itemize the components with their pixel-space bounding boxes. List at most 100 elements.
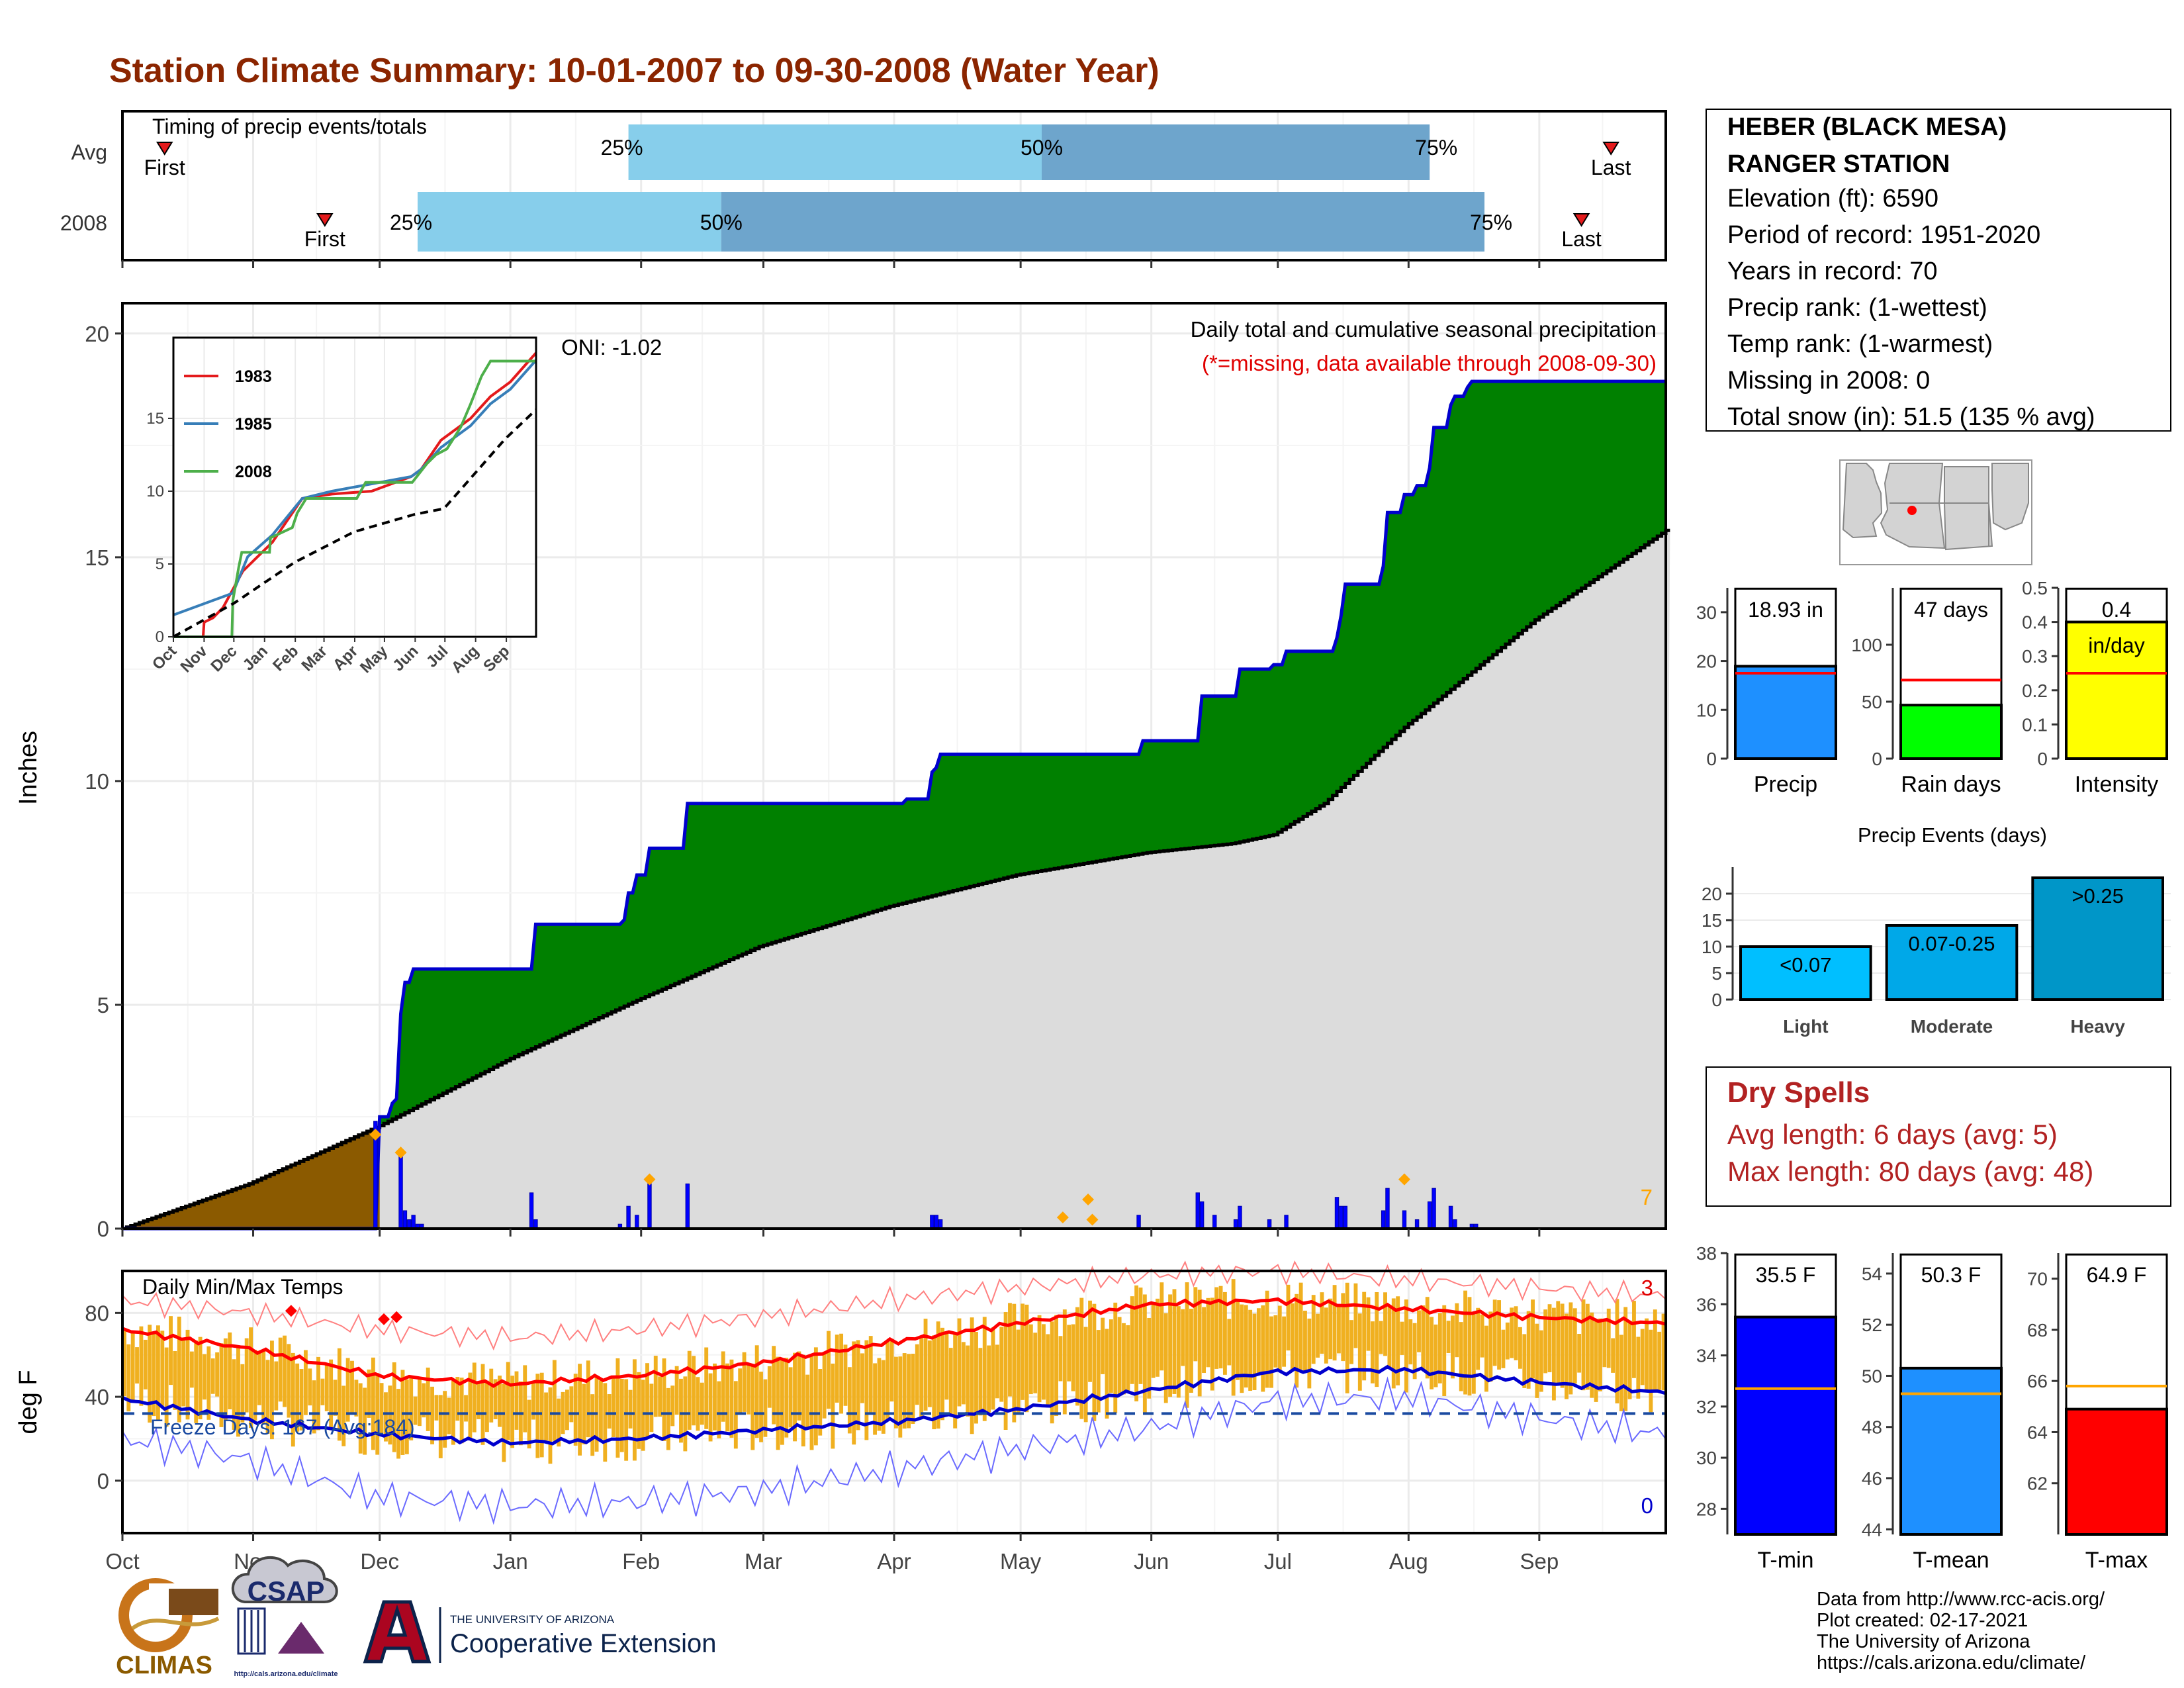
small-chart-value-label: in/day [2088,633,2144,657]
daily-temp-bar [531,1382,535,1420]
daily-precip-bar [1385,1188,1390,1229]
daily-temp-bar [1151,1301,1156,1378]
station-name-line2: RANGER STATION [1727,150,1950,178]
daily-temp-bar [1497,1300,1501,1370]
dry-spells-avg: Avg length: 6 days (avg: 5) [1727,1119,2058,1150]
daily-precip-bar [1195,1192,1200,1229]
daily-temp-bar [1269,1316,1273,1388]
daily-temp-bar [645,1363,649,1439]
daily-temp-bar [130,1331,135,1400]
events-y-tick-label: 10 [1702,937,1722,957]
daily-temp-bar [995,1344,999,1399]
daily-temp-bar [1054,1315,1058,1417]
daily-temp-bar [464,1395,468,1422]
daily-temp-bar [1539,1330,1543,1392]
inset-x-tick-label: Dec [207,642,240,675]
daily-temp-bar [936,1321,940,1429]
daily-temp-bar [603,1383,608,1462]
daily-temp-bar [493,1379,498,1419]
daily-temp-bar [607,1394,612,1429]
small-chart-value-label: 18.93 in [1748,598,1823,622]
credit-url: https://cals.arizona.edu/climate/ [1817,1652,2086,1673]
daily-temp-bar [1101,1317,1105,1374]
small-chart-y-tick-label: 46 [1862,1468,1882,1489]
daily-temp-bar [1303,1311,1307,1372]
daily-temp-bar [1379,1321,1383,1354]
daily-temp-bar [396,1389,401,1459]
precip-event-bar-label: <0.07 [1780,953,1831,976]
daily-temp-bar [1311,1295,1316,1364]
daily-temp-bar [628,1389,633,1429]
daily-temp-bar [898,1356,903,1438]
daily-temp-bar [982,1317,987,1421]
month-tick-label: Sep [1520,1549,1559,1573]
daily-precip-bar [647,1183,652,1229]
dry-spells-box: Dry Spells Avg length: 6 days (avg: 5) M… [1706,1066,2171,1207]
daily-temp-bar [653,1356,658,1417]
daily-temp-bar [582,1383,586,1444]
timing-first-marker [156,142,173,156]
small-chart-y-tick-label: 50 [1862,692,1882,712]
daily-temp-bar [1037,1315,1042,1403]
daily-temp-bar [1075,1307,1079,1406]
daily-temp-bar [831,1363,835,1449]
daily-temp-bar [1404,1299,1408,1393]
daily-temp-bar [1572,1308,1577,1383]
daily-temp-bar [881,1360,886,1434]
daily-temp-bar [619,1378,624,1452]
daily-temp-bar [1016,1329,1021,1415]
daily-temp-bar [253,1350,257,1421]
timing-row-label-2008: 2008 [60,211,107,235]
precip-events-chart: Precip Events (days) <0.07 Light 0.07-0.25… [1702,823,2171,1037]
daily-temp-bar [1316,1313,1320,1358]
daily-temp-bar [1046,1334,1050,1408]
rain-days-chart: 0 50 100 47 days Rain days [1851,587,2003,797]
daily-temp-bar [1430,1317,1434,1389]
daily-temp-bar [303,1350,308,1415]
daily-temp-bar [754,1345,759,1438]
daily-temp-bar [223,1338,228,1421]
daily-temp-bar [1058,1336,1063,1382]
daily-temp-bar [1193,1287,1198,1362]
daily-temp-bar [498,1376,502,1427]
avg-min-line [122,1364,1666,1447]
daily-temp-bar [1598,1318,1602,1391]
station-temp-rank: Temp rank: (1-warmest) [1727,330,1993,358]
daily-temp-bar [418,1378,422,1427]
daily-temp-bar [856,1340,860,1430]
daily-temp-bar [999,1327,1004,1402]
daily-temp-bar [1227,1319,1232,1366]
daily-temp-bar [1606,1308,1611,1368]
temp-y-tick-label: 0 [97,1469,109,1493]
daily-temp-bar [295,1363,300,1432]
daily-temp-bar [1042,1324,1046,1400]
actual-cumulative-line [122,379,1666,1231]
inset-legend-label: 1983 [235,367,272,386]
daily-temp-bar [615,1358,620,1458]
small-chart-value-bar [2065,1407,2168,1536]
daily-precip-bar [1233,1219,1238,1229]
daily-temp-bar [1156,1298,1160,1377]
daily-temp-bar [1357,1313,1362,1391]
daily-temp-bar [244,1338,249,1413]
daily-temp-bar [557,1398,561,1447]
daily-temp-bar [852,1341,856,1445]
daily-temp-bar [978,1348,983,1416]
daily-temp-bar [1437,1313,1442,1383]
small-chart-value-label: 35.5 F [1756,1263,1816,1287]
daily-temp-bar [1526,1311,1531,1389]
daily-temp-bar [443,1391,447,1448]
daily-temp-bar [1649,1329,1653,1413]
daily-temp-bar [1113,1302,1118,1413]
daily-temp-bar [696,1377,700,1431]
daily-temp-bar [1206,1297,1210,1368]
station-period: Period of record: 1951-2020 [1727,221,2040,249]
daily-precip-bar [626,1205,631,1229]
daily-temp-bar [1657,1331,1662,1390]
daily-temp-bar [957,1318,962,1407]
small-chart-x-label: Intensity [2075,772,2159,797]
precip-events-title: Precip Events (days) [1858,823,2047,847]
timing-last-label: Last [1591,156,1631,179]
daily-temp-bar [1619,1335,1623,1411]
month-tick-label: May [1000,1549,1042,1573]
